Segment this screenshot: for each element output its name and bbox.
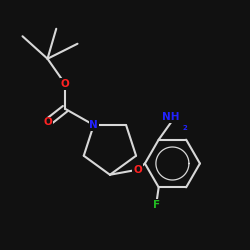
Text: O: O [43, 118, 52, 128]
Text: NH: NH [162, 112, 180, 122]
Text: F: F [152, 200, 160, 210]
Text: 2: 2 [182, 125, 187, 131]
Text: N: N [90, 120, 98, 130]
Text: N: N [90, 120, 98, 130]
Text: O: O [60, 79, 70, 89]
Text: O: O [133, 165, 142, 175]
